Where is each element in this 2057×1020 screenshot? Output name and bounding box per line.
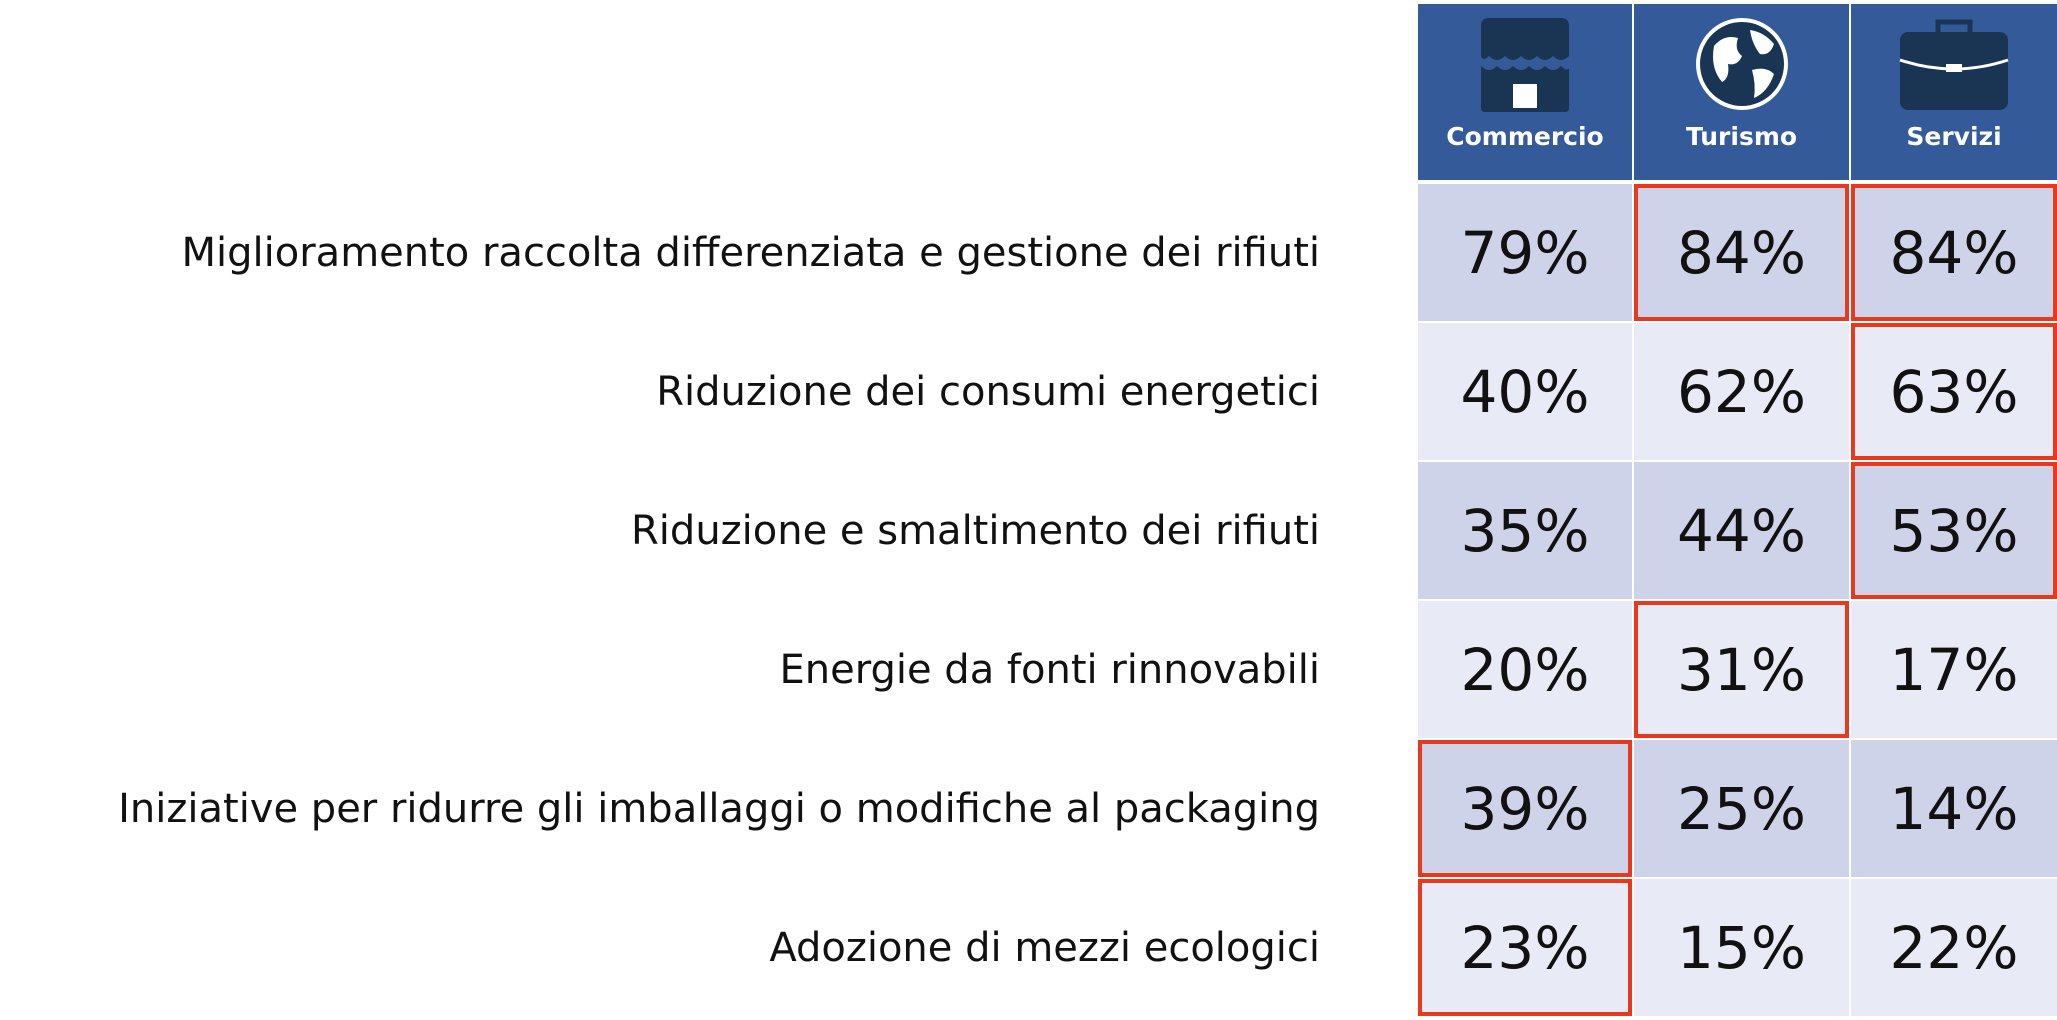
value-cell: 14% <box>1851 740 2057 877</box>
value-cell: 17% <box>1851 601 2057 738</box>
column-label: Turismo <box>1685 122 1798 151</box>
row-label: Energie da fonti rinnovabili <box>779 646 1321 693</box>
value-cell: 63% <box>1851 323 2057 460</box>
value-cell: 23% <box>1418 879 1632 1016</box>
value-cell: 25% <box>1634 740 1849 877</box>
row-label: Riduzione e smaltimento dei rifiuti <box>631 507 1320 554</box>
value-cell: 31% <box>1634 601 1849 738</box>
column-header: Servizi <box>1851 4 2057 180</box>
value-cell: 44% <box>1634 462 1849 599</box>
row-label: Miglioramento raccolta differenziata e g… <box>181 229 1320 276</box>
value-cell: 79% <box>1418 184 1632 321</box>
value-cell: 39% <box>1418 740 1632 877</box>
value-cell: 22% <box>1851 879 2057 1016</box>
globe-icon <box>1695 18 1788 110</box>
row-label: Iniziative per ridurre gli imballaggi o … <box>118 785 1320 832</box>
row-label: Adozione di mezzi ecologici <box>769 924 1320 971</box>
value-cell: 35% <box>1418 462 1632 599</box>
row-label: Riduzione dei consumi energetici <box>656 368 1320 415</box>
value-cell: 20% <box>1418 601 1632 738</box>
value-cell: 62% <box>1634 323 1849 460</box>
column-label: Commercio <box>1446 122 1604 151</box>
value-cell: 40% <box>1418 323 1632 460</box>
value-cell: 84% <box>1851 184 2057 321</box>
column-header: Commercio <box>1418 4 1632 180</box>
shop-icon <box>1481 18 1569 112</box>
value-cell: 53% <box>1851 462 2057 599</box>
value-cell: 15% <box>1634 879 1849 1016</box>
column-header: Turismo <box>1634 4 1849 180</box>
column-label: Servizi <box>1906 122 2002 151</box>
briefcase-icon <box>1899 19 2009 110</box>
value-cell: 84% <box>1634 184 1849 321</box>
